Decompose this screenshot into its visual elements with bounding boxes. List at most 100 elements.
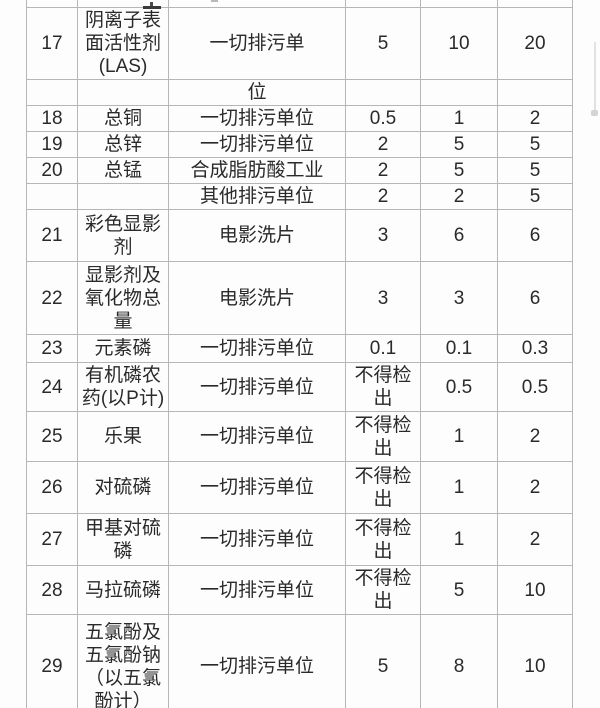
clipped-glyph-fragment — [150, 2, 153, 6]
limit-value-cell-3: 2 — [497, 105, 573, 132]
row-number-cell: 23 — [26, 334, 78, 363]
limit-value-cell-2: 5 — [420, 565, 498, 615]
clipped-glyph-fragment — [211, 0, 218, 2]
row-number-cell — [26, 79, 78, 106]
row-number-cell: 24 — [26, 362, 78, 412]
pollutant-name-cell: 甲基对硫 磷 — [77, 513, 169, 566]
pollutant-name-cell: 阴离子表 面活性剂 (LAS) — [77, 7, 169, 80]
row-number-cell: 26 — [26, 461, 78, 514]
row-number-cell — [26, 183, 78, 210]
limit-value-cell-1: 0.5 — [345, 105, 421, 132]
limit-value-cell-2: 1 — [420, 513, 498, 566]
limit-value-cell-1: 不得检 出 — [345, 565, 421, 615]
limit-value-cell-1: 不得检 出 — [345, 513, 421, 566]
applicable-scope-cell: 一切排污单位 — [168, 565, 346, 615]
row-number-cell: 19 — [26, 131, 78, 158]
pollutant-name-cell: 有机磷农 药(以P计) — [77, 362, 169, 412]
table-row: 其他排污单位 2 2 5 — [26, 183, 573, 210]
pollutant-name-cell: 乐果 — [77, 411, 169, 462]
table-row: 23 元素磷 一切排污单位 0.1 0.1 0.3 — [26, 334, 573, 363]
applicable-scope-cell: 电影洗片 — [168, 261, 346, 335]
applicable-scope-cell: 位 — [168, 79, 346, 106]
pollutant-name-cell — [77, 183, 169, 210]
limit-value-cell-1: 3 — [345, 261, 421, 335]
limit-value-cell-1: 5 — [345, 7, 421, 80]
limit-value-cell-2: 1 — [420, 411, 498, 462]
applicable-scope-cell: 一切排污单位 — [168, 362, 346, 412]
limit-value-cell-3: 20 — [497, 7, 573, 80]
applicable-scope-cell: 电影洗片 — [168, 209, 346, 262]
limit-value-cell-1: 不得检 出 — [345, 362, 421, 412]
limit-value-cell-2 — [420, 0, 498, 8]
limit-value-cell-3: 5 — [497, 131, 573, 158]
table-row: 18 总铜 一切排污单位 0.5 1 2 — [26, 105, 573, 132]
limit-value-cell-2: 2 — [420, 183, 498, 210]
limit-value-cell-1: 3 — [345, 209, 421, 262]
table-row: 24 有机磷农 药(以P计) 一切排污单位 不得检 出 0.5 0.5 — [26, 362, 573, 412]
limit-value-cell-1: 2 — [345, 157, 421, 184]
pollutant-name-cell: 显影剂及 氧化物总 量 — [77, 261, 169, 335]
limit-value-cell-3: 2 — [497, 461, 573, 514]
row-number-cell: 18 — [26, 105, 78, 132]
row-number-cell: 29 — [26, 614, 78, 708]
table-row: 20 总锰 合成脂肪酸工业 2 5 5 — [26, 157, 573, 184]
table-row: 29 五氯酚及 五氯酚钠 （以五氯 酚计） 一切排污单位 5 8 10 — [26, 614, 573, 708]
limit-value-cell-2: 5 — [420, 157, 498, 184]
limit-value-cell-3: 0.3 — [497, 334, 573, 363]
clipped-glyph-fragment — [143, 6, 161, 9]
table-row: 26 对硫磷 一切排污单位 不得检 出 1 2 — [26, 461, 573, 514]
pollutant-name-cell: 彩色显影 剂 — [77, 209, 169, 262]
table-row: 21 彩色显影 剂 电影洗片 3 6 6 — [26, 209, 573, 262]
pollutant-name-cell: 总铜 — [77, 105, 169, 132]
applicable-scope-cell: 一切排污单 — [168, 7, 346, 80]
pollutant-limits-table: 17 阴离子表 面活性剂 (LAS) 一切排污单 5 10 20 位 18 总铜… — [26, 0, 573, 708]
applicable-scope-cell — [168, 0, 346, 8]
limit-value-cell-2: 5 — [420, 131, 498, 158]
page-edge-artifact — [591, 110, 598, 116]
applicable-scope-cell: 合成脂肪酸工业 — [168, 157, 346, 184]
applicable-scope-cell: 一切排污单位 — [168, 105, 346, 132]
row-number-cell: 21 — [26, 209, 78, 262]
table-row: 27 甲基对硫 磷 一切排污单位 不得检 出 1 2 — [26, 513, 573, 566]
limit-value-cell-2: 0.1 — [420, 334, 498, 363]
row-number-cell: 22 — [26, 261, 78, 335]
table-row: 28 马拉硫磷 一切排污单位 不得检 出 5 10 — [26, 565, 573, 615]
limit-value-cell-1: 2 — [345, 131, 421, 158]
applicable-scope-cell: 一切排污单位 — [168, 131, 346, 158]
limit-value-cell-1: 0.1 — [345, 334, 421, 363]
table-row: 22 显影剂及 氧化物总 量 电影洗片 3 3 6 — [26, 261, 573, 335]
pollutant-name-cell: 五氯酚及 五氯酚钠 （以五氯 酚计） — [77, 614, 169, 708]
limit-value-cell-2: 1 — [420, 105, 498, 132]
limit-value-cell-3: 10 — [497, 614, 573, 708]
pollutant-name-cell: 总锌 — [77, 131, 169, 158]
limit-value-cell-3: 10 — [497, 565, 573, 615]
applicable-scope-cell: 一切排污单位 — [168, 334, 346, 363]
pollutant-name-cell — [77, 79, 169, 106]
limit-value-cell-3: 2 — [497, 411, 573, 462]
limit-value-cell-3: 5 — [497, 183, 573, 210]
limit-value-cell-2 — [420, 79, 498, 106]
table-row: 17 阴离子表 面活性剂 (LAS) 一切排污单 5 10 20 — [26, 7, 573, 80]
limit-value-cell-2: 0.5 — [420, 362, 498, 412]
limit-value-cell-3 — [497, 0, 573, 8]
pollutant-name-cell: 马拉硫磷 — [77, 565, 169, 615]
limit-value-cell-3 — [497, 79, 573, 106]
limit-value-cell-1 — [345, 79, 421, 106]
limit-value-cell-2: 6 — [420, 209, 498, 262]
limit-value-cell-1 — [345, 0, 421, 8]
limit-value-cell-1: 不得检 出 — [345, 411, 421, 462]
table-row: 位 — [26, 79, 573, 106]
limit-value-cell-2: 3 — [420, 261, 498, 335]
limit-value-cell-3: 2 — [497, 513, 573, 566]
table-row: 25 乐果 一切排污单位 不得检 出 1 2 — [26, 411, 573, 462]
limit-value-cell-1: 5 — [345, 614, 421, 708]
limit-value-cell-3: 0.5 — [497, 362, 573, 412]
limit-value-cell-2: 1 — [420, 461, 498, 514]
pollutant-name-cell: 总锰 — [77, 157, 169, 184]
limit-value-cell-1: 2 — [345, 183, 421, 210]
limit-value-cell-2: 8 — [420, 614, 498, 708]
pollutant-name-cell: 元素磷 — [77, 334, 169, 363]
row-number-cell: 28 — [26, 565, 78, 615]
row-number-cell: 25 — [26, 411, 78, 462]
